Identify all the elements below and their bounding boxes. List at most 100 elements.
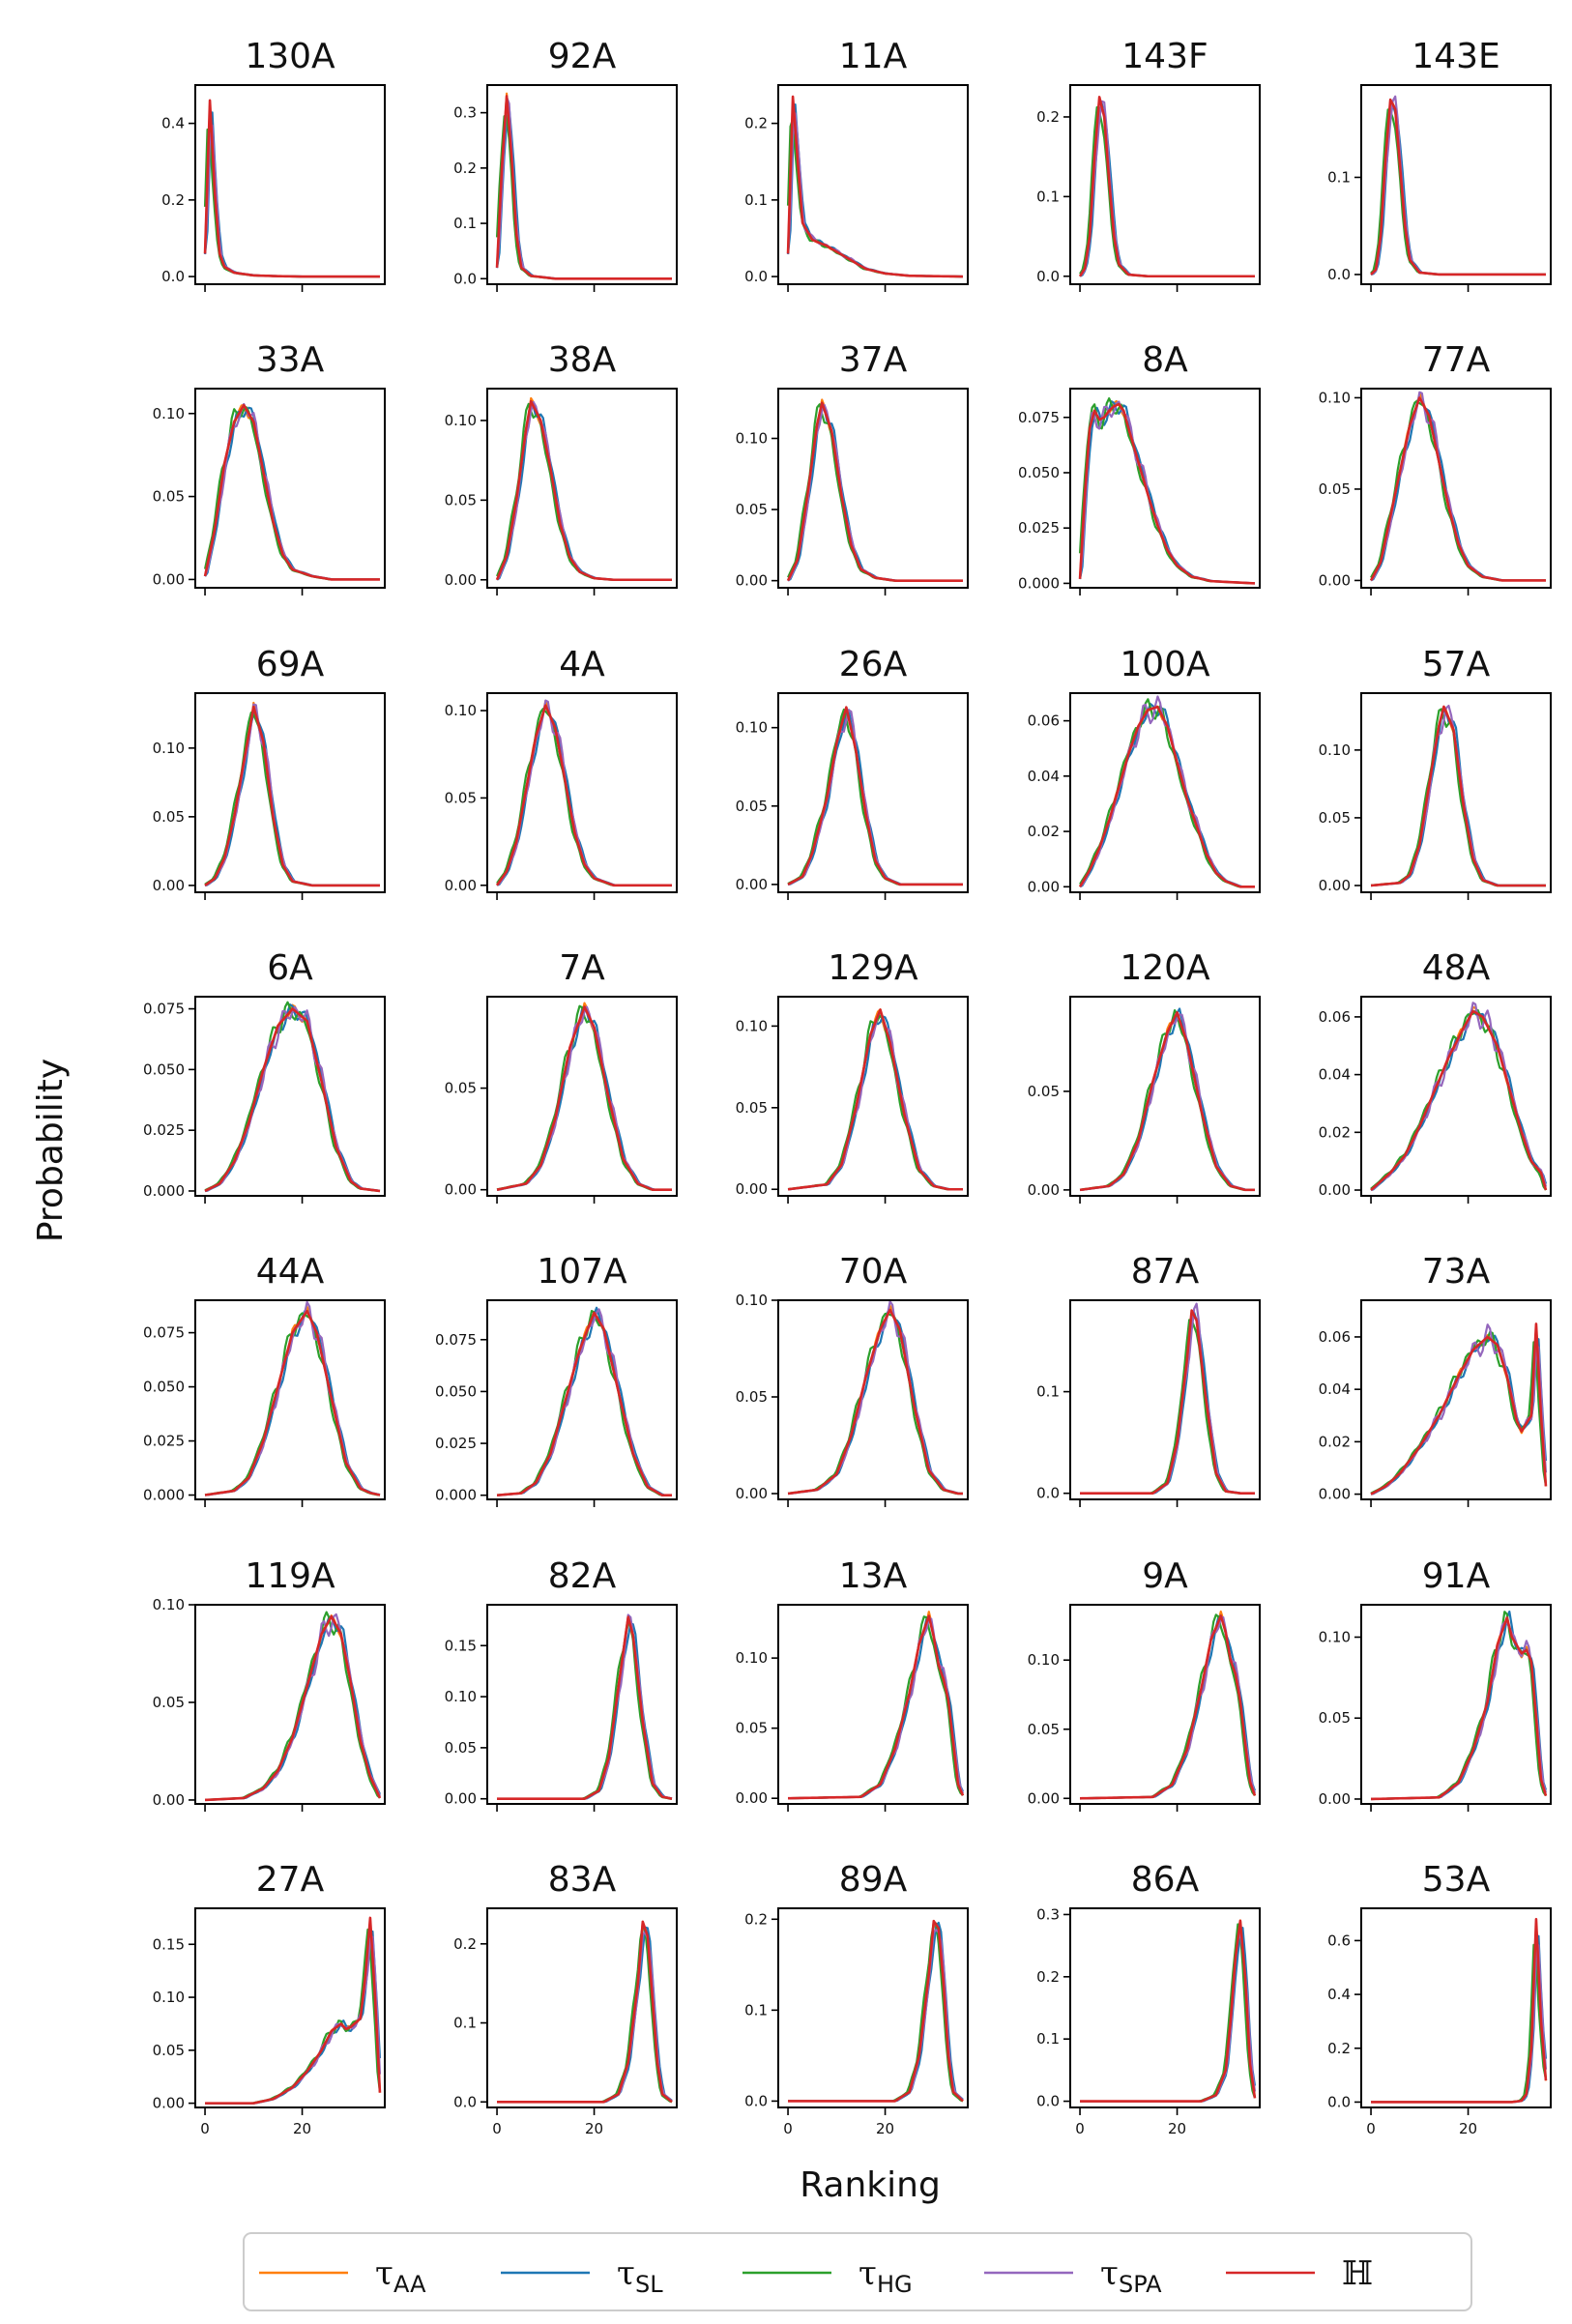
- panel-44A: 44A 0.000 0.025 0.050 0.075: [143, 1252, 386, 1507]
- series-line-H: [1080, 1614, 1257, 1800]
- panel-143E: 143E 0.0 0.1: [1327, 37, 1552, 292]
- panel-frame: [1360, 1907, 1552, 2108]
- legend-label: τ: [375, 2254, 393, 2293]
- panel-title: 91A: [1422, 1556, 1491, 1596]
- series-line-H: [203, 99, 380, 278]
- y-tick-label: 0.00: [1319, 877, 1351, 894]
- series-line-tau_HG: [204, 712, 380, 886]
- panel-82A: 82A 0.00 0.05 0.10 0.15: [445, 1556, 678, 1812]
- y-tick-label: 0.10: [736, 719, 768, 737]
- y-tick-label: 0.05: [445, 491, 477, 508]
- series-line-tau_SPA: [1079, 1013, 1255, 1191]
- y-tick-label: 0.4: [161, 115, 185, 132]
- panel-frame: [1360, 1604, 1552, 1805]
- series-line-tau_SL: [1371, 709, 1546, 887]
- series-line-tau_SPA: [786, 112, 963, 278]
- panel-53A: 53A 0.0 0.2 0.4 0.6 0 20: [1327, 1860, 1552, 2137]
- panel-frame: [194, 388, 386, 589]
- panel-frame: [777, 1604, 969, 1805]
- y-tick-label: 0.0: [1327, 2093, 1351, 2110]
- series-line-tau_SPA: [495, 96, 672, 280]
- series-line-tau_HG: [1078, 396, 1255, 585]
- y-tick-label: 0.00: [1028, 878, 1060, 895]
- series-line-tau_AA: [496, 1002, 672, 1191]
- panel-title: 92A: [548, 37, 617, 76]
- series-line-H: [1370, 98, 1546, 276]
- series-line-tau_AA: [787, 1008, 963, 1191]
- series-line-tau_SL: [205, 1930, 382, 2105]
- y-tick-label: 0.6: [1327, 1932, 1351, 1949]
- series-line-tau_SL: [788, 1615, 964, 1800]
- series-line-tau_HG: [787, 1014, 963, 1191]
- panel-frame: [194, 1299, 386, 1500]
- y-tick-label: 0.00: [153, 877, 185, 894]
- series-line-tau_SL: [1080, 1311, 1255, 1495]
- y-tick-label: 0.1: [1036, 188, 1060, 205]
- y-tick-label: 0.00: [445, 1181, 477, 1199]
- panel-frame: [486, 84, 678, 285]
- y-tick-label: 0.0: [1036, 2093, 1060, 2110]
- y-tick-label: 0.05: [445, 1739, 477, 1757]
- series-line-H: [495, 95, 672, 280]
- y-tick-label: 0.025: [143, 1121, 185, 1139]
- series-line-tau_AA: [204, 701, 380, 886]
- y-tick-label: 0.0: [1327, 266, 1351, 283]
- y-tick-label: 0.02: [1028, 823, 1060, 840]
- y-tick-label: 0.05: [153, 808, 185, 826]
- series-line-tau_HG: [497, 1925, 673, 2104]
- panel-89A: 89A 0.0 0.1 0.2 0 20: [744, 1860, 969, 2137]
- series-line-tau_HG: [1370, 1330, 1548, 1495]
- series-line-tau_SL: [1370, 1334, 1548, 1496]
- panel-title: 7A: [559, 948, 605, 988]
- series-line-H: [786, 95, 963, 278]
- series-line-H: [1371, 1917, 1548, 2104]
- x-tick-label: 20: [585, 2120, 603, 2137]
- y-tick-label: 0.10: [1319, 1628, 1351, 1645]
- panel-title: 27A: [256, 1860, 325, 1900]
- panel-title: 9A: [1142, 1556, 1188, 1596]
- series-line-tau_HG: [204, 1001, 381, 1193]
- series-line-H: [1078, 706, 1255, 888]
- y-tick-label: 0.02: [1319, 1123, 1351, 1141]
- panel-100A: 100A 0.00 0.02 0.04 0.06: [1028, 645, 1261, 900]
- y-tick-label: 0.05: [153, 2042, 185, 2059]
- panel-27A: 27A 0.00 0.05 0.10 0.15 0 20: [153, 1860, 386, 2137]
- series-line-H: [788, 1919, 964, 2103]
- y-tick-label: 0.2: [1036, 1968, 1060, 1986]
- panel-130A: 130A 0.0 0.2 0.4: [161, 37, 386, 292]
- series-line-tau_SL: [1371, 1610, 1548, 1801]
- x-tick-label: 20: [876, 2120, 894, 2137]
- series-line-H: [1080, 1309, 1255, 1495]
- series-line-tau_SL: [788, 1921, 964, 2103]
- y-tick-label: 0.2: [453, 1935, 477, 1953]
- y-tick-label: 0.05: [153, 488, 185, 506]
- y-tick-label: 0.050: [143, 1060, 185, 1078]
- panel-143F: 143F 0.0 0.1 0.2: [1036, 37, 1261, 292]
- panel-frame: [1360, 996, 1552, 1197]
- y-tick-label: 0.05: [736, 501, 768, 518]
- y-tick-label: 0.05: [445, 1080, 477, 1097]
- y-tick-label: 0.05: [1028, 1083, 1060, 1100]
- series-line-tau_AA: [788, 1919, 964, 2103]
- series-line-H: [205, 1916, 382, 2105]
- y-tick-label: 0.00: [1028, 1181, 1060, 1199]
- y-tick-label: 0.10: [153, 1989, 185, 2006]
- panel-frame: [1069, 1604, 1261, 1805]
- panel-title: 83A: [548, 1860, 617, 1900]
- series-line-tau_AA: [786, 100, 963, 278]
- panel-frame: [777, 692, 969, 893]
- y-tick-label: 0.2: [1327, 2040, 1351, 2057]
- series-line-tau_AA: [205, 1919, 382, 2105]
- legend-subscript: SL: [635, 2271, 663, 2298]
- y-tick-label: 0.04: [1028, 768, 1060, 785]
- legend-entry-tau_AA: τ AA: [259, 2254, 426, 2298]
- series-line-tau_SPA: [1371, 1944, 1548, 2104]
- y-tick-label: 0.2: [744, 115, 768, 132]
- y-tick-label: 0.0: [1036, 1485, 1060, 1502]
- y-tick-label: 0.10: [1319, 389, 1351, 406]
- y-tick-label: 0.10: [153, 1596, 185, 1613]
- panel-title: 8A: [1142, 340, 1188, 380]
- panel-title: 86A: [1131, 1860, 1200, 1900]
- panel-title: 57A: [1422, 645, 1491, 684]
